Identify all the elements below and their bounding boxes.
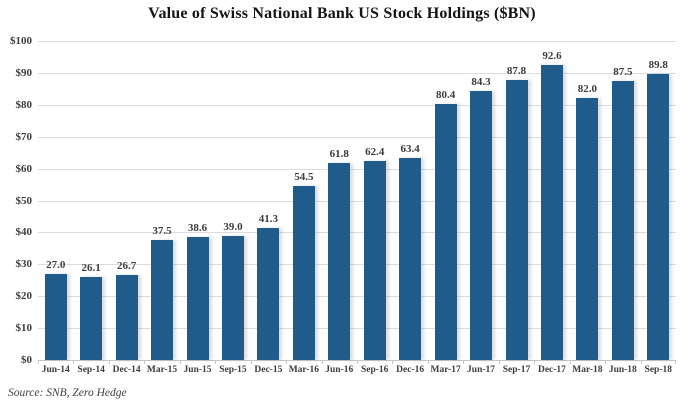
bar: [647, 73, 670, 360]
gridline: [38, 200, 676, 202]
y-axis-label: $90: [15, 66, 33, 79]
bar-value-label: 84.3: [471, 76, 491, 89]
bar: [328, 162, 351, 360]
x-axis-label: Mar-18: [572, 365, 603, 375]
y-axis-label: $10: [15, 322, 33, 335]
axis-tick: [321, 360, 323, 364]
bar-value-label: 87.8: [506, 64, 527, 77]
axis-tick: [569, 360, 571, 364]
bar: [292, 186, 315, 360]
axis-tick: [498, 360, 500, 364]
gridline: [38, 296, 676, 298]
x-axis-label: Dec-16: [396, 365, 425, 375]
x-axis-label: Dec-15: [254, 365, 283, 375]
y-axis-label: $70: [15, 130, 33, 143]
bar-value-label: 26.7: [116, 259, 137, 272]
gridline: [38, 41, 676, 42]
y-axis-label: $20: [15, 290, 33, 303]
bar: [399, 157, 422, 360]
bar-value-label: 82.0: [577, 83, 597, 96]
bar: [221, 235, 244, 360]
bar: [115, 274, 138, 360]
x-axis-label: Mar-16: [288, 365, 319, 375]
gridline: [38, 136, 676, 138]
x-axis-label: Sep-17: [502, 365, 531, 375]
x-axis-label: Sep-14: [77, 365, 105, 375]
y-axis-label: $30: [15, 258, 33, 271]
y-axis-label: $0: [21, 354, 32, 366]
y-axis-label: $50: [15, 194, 33, 207]
bar-value-label: 54.5: [294, 171, 314, 184]
x-axis-label: Sep-18: [644, 365, 672, 375]
bar-value-label: 89.8: [648, 58, 668, 71]
bar: [257, 228, 280, 360]
bar: [151, 240, 174, 360]
gridline: [38, 104, 676, 106]
axis-tick: [427, 360, 429, 364]
bar-value-label: 92.6: [542, 49, 562, 62]
bar-value-label: 38.6: [187, 221, 208, 234]
source-note: Source: SNB, Zero Hedge: [8, 387, 127, 399]
chart-title: Value of Swiss National Bank US Stock Ho…: [148, 5, 536, 22]
bar-value-label: 62.4: [365, 145, 385, 158]
bar: [611, 80, 634, 360]
bar: [434, 103, 457, 360]
axis-tick: [215, 360, 217, 364]
axis-tick: [534, 360, 536, 364]
bar: [44, 273, 67, 360]
gridline: [38, 232, 676, 234]
bar-value-label: 61.8: [329, 147, 349, 160]
axis-tick: [463, 360, 465, 364]
axis-tick: [179, 360, 181, 364]
axis-tick: [144, 360, 146, 364]
bar-value-label: 41.3: [258, 213, 278, 226]
bar: [505, 79, 528, 360]
bar: [540, 64, 563, 360]
gridline: [38, 168, 676, 170]
bar-value-label: 26.1: [81, 261, 101, 274]
plot-area: 27.0 Jun-14 26.1 Sep-14 26.7 Dec-14 37.5 Mar-15…: [38, 41, 676, 375]
bar-value-label: 80.4: [435, 88, 456, 101]
bar: [80, 276, 103, 360]
axis-tick: [640, 360, 642, 364]
bar: [363, 160, 386, 360]
bar-value-label: 87.5: [613, 65, 633, 78]
y-axis-label: $100: [10, 35, 32, 47]
axis-tick: [675, 360, 676, 364]
bar: [576, 98, 599, 360]
x-axis-label: Jun-17: [467, 365, 496, 375]
bar: [470, 91, 493, 360]
x-axis-label: Dec-17: [537, 365, 566, 375]
x-axis-label: Dec-14: [112, 365, 141, 375]
axis-tick: [250, 360, 252, 364]
y-axis-label: $60: [15, 162, 33, 175]
bar-value-label: 39.0: [223, 220, 243, 233]
x-axis-label: Jun-18: [608, 365, 637, 375]
x-axis-label: Sep-16: [360, 365, 389, 375]
y-axis-label: $40: [15, 226, 33, 239]
axis-tick: [108, 360, 110, 364]
x-axis-label: Mar-15: [146, 365, 178, 375]
axis-tick: [73, 360, 75, 364]
gridline: [38, 328, 676, 330]
axis-tick: [357, 360, 358, 364]
axis-tick: [286, 360, 288, 364]
axis-tick: [392, 360, 394, 364]
bar-value-label: 27.0: [46, 258, 66, 271]
y-axis-label: $80: [15, 98, 33, 111]
gridline: [38, 72, 676, 74]
axis-tick: [38, 360, 39, 364]
bar: [186, 236, 209, 360]
x-axis-label: Sep-15: [219, 365, 247, 375]
x-axis-label: Mar-17: [430, 365, 461, 375]
bar-value-label: 37.5: [152, 225, 172, 238]
x-axis-label: Jun-15: [183, 365, 212, 375]
x-axis-label: Jun-14: [41, 365, 70, 375]
x-axis-label: Jun-16: [325, 365, 354, 375]
bar-value-label: 63.4: [400, 142, 420, 155]
gridline: [38, 264, 676, 266]
axis-tick: [605, 360, 607, 364]
